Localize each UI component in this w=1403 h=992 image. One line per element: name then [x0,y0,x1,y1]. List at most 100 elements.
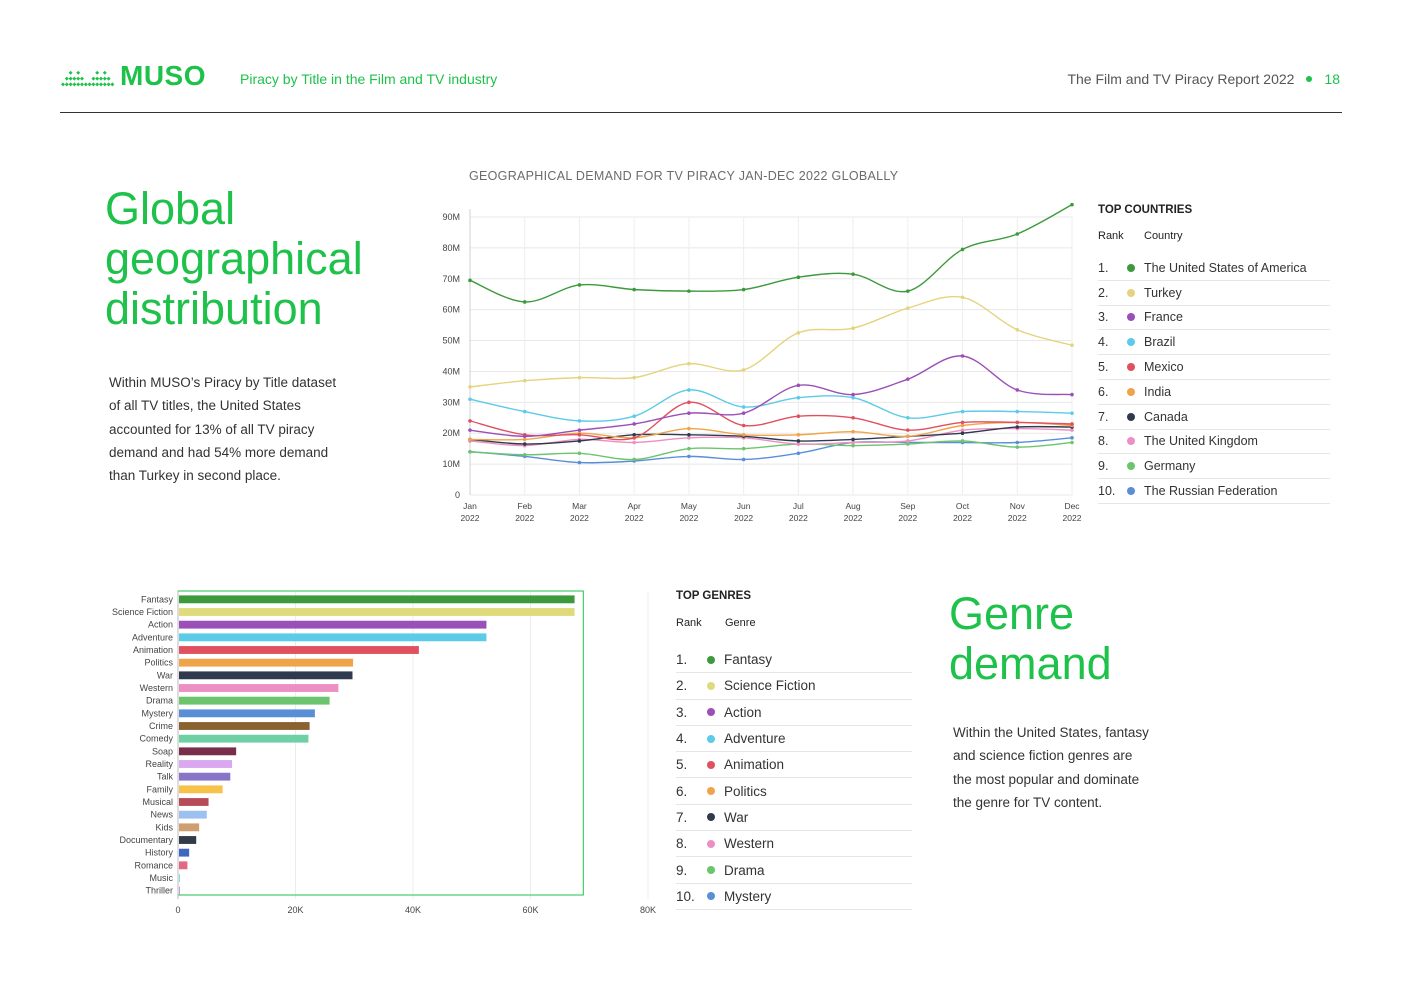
bar [179,658,354,667]
data-point [741,368,746,372]
section-title: Piracy by Title in the Film and TV indus… [240,71,498,87]
bar [179,633,487,642]
y-tick-label: 80M [442,243,460,253]
top-genres-table: TOP GENRES Rank Genre 1. Fantasy 2. Science… [676,590,912,910]
data-point [1015,409,1020,414]
series-line [469,401,1073,441]
data-point [906,377,910,381]
data-point [522,437,527,442]
data-point [741,446,746,451]
bar [179,785,223,794]
genre-bar-chart: 0 20K 40K 60K 80K Fantasy Science Fiction Actio… [112,590,656,915]
data-point [1070,411,1074,415]
y-tick-label: 40M [442,366,460,376]
y-tick-label: 0 [455,490,460,500]
data-point [1070,343,1074,347]
paragraph-line: demand and had 54% more demand [109,444,329,460]
category-label: Science Fiction [112,607,173,617]
top-countries-header: Rank Country [1098,230,1330,256]
title-line: Genre [949,588,1075,639]
genre-name: War [724,809,749,825]
data-point [687,446,691,451]
data-point [851,440,855,445]
data-point [577,283,582,287]
rank-column-header: Rank [676,617,702,629]
data-point [1070,436,1074,440]
series-line [469,437,1073,464]
genre-column-header: Genre [725,617,756,629]
bar [179,810,207,819]
bar [179,823,200,832]
rank-number: 7. [1098,409,1109,424]
data-point [851,443,855,448]
data-point [577,419,582,423]
data-point [960,420,965,425]
paragraph-line: Within MUSO’s Piracy by Title dataset [109,375,337,390]
legend-dot-icon [1127,412,1135,421]
data-point [468,437,472,442]
series-line [469,295,1073,388]
top-genres-header: Rank Genre [676,617,912,647]
data-point [1015,445,1020,449]
genre-name: Animation [724,757,785,773]
rank-number: 6. [676,783,688,799]
data-point [632,436,636,440]
data-point [468,449,472,454]
category-label: Action [148,620,173,630]
genre-row: 6. Politics [676,778,912,805]
genre-name: Adventure [724,731,786,747]
legend-dot-icon [1127,263,1135,272]
rank-number: 9. [1098,459,1109,474]
legend-dot-icon [1127,313,1135,322]
bar [179,595,575,604]
title-line: distribution [105,283,323,334]
legend-dot-icon [707,813,715,822]
legend-dot-icon [707,866,715,875]
legend-dot-icon [1127,387,1135,396]
data-point [741,423,746,428]
bar [179,861,188,870]
genre-demand-paragraph: Within the United States, fantasy and sc… [953,721,1193,814]
muso-logo[interactable]: MUSO [60,60,206,92]
category-label: Animation [133,645,173,655]
global-distribution-paragraph: Within MUSO’s Piracy by Title dataset of… [109,371,379,487]
genre-name: Politics [724,783,767,799]
legend-dot-icon [1127,487,1135,496]
legend-dot-icon [1127,462,1135,471]
category-label: War [157,670,173,680]
genre-name: Mystery [724,888,772,904]
country-name: Germany [1144,459,1196,474]
genre-row: 8. Western [676,831,912,858]
category-label: Fantasy [141,594,174,604]
x-tick-label: 2022 [679,513,698,523]
rank-number: 7. [676,809,688,825]
rank-number: 2. [676,678,688,694]
data-point [851,395,855,400]
bar [179,760,233,768]
report-info: The Film and TV Piracy Report 2022 18 [1067,71,1340,87]
x-tick-label: 2022 [570,513,589,523]
data-point [906,442,910,446]
data-point [796,383,801,388]
data-point [522,434,527,439]
bar [179,747,237,756]
legend-dot-icon [707,655,715,664]
x-tick-label: Dec [1064,501,1080,511]
rank-number: 1. [1098,260,1109,275]
y-tick-label: 10M [442,459,460,469]
series-line [469,425,1073,445]
data-point [687,361,691,366]
legend-dot-icon [1127,288,1135,297]
data-point [1015,388,1020,392]
bar [179,709,315,718]
country-name: France [1144,310,1183,325]
x-tick-label: 2022 [515,513,534,523]
genre-row: 4. Adventure [676,726,912,753]
data-point [1070,440,1074,445]
x-tick-label: 2022 [734,513,753,523]
data-point [796,275,801,280]
data-point [906,289,910,293]
data-point [468,385,472,389]
genre-name: Drama [724,862,765,878]
x-tick-label: 0 [175,905,180,915]
